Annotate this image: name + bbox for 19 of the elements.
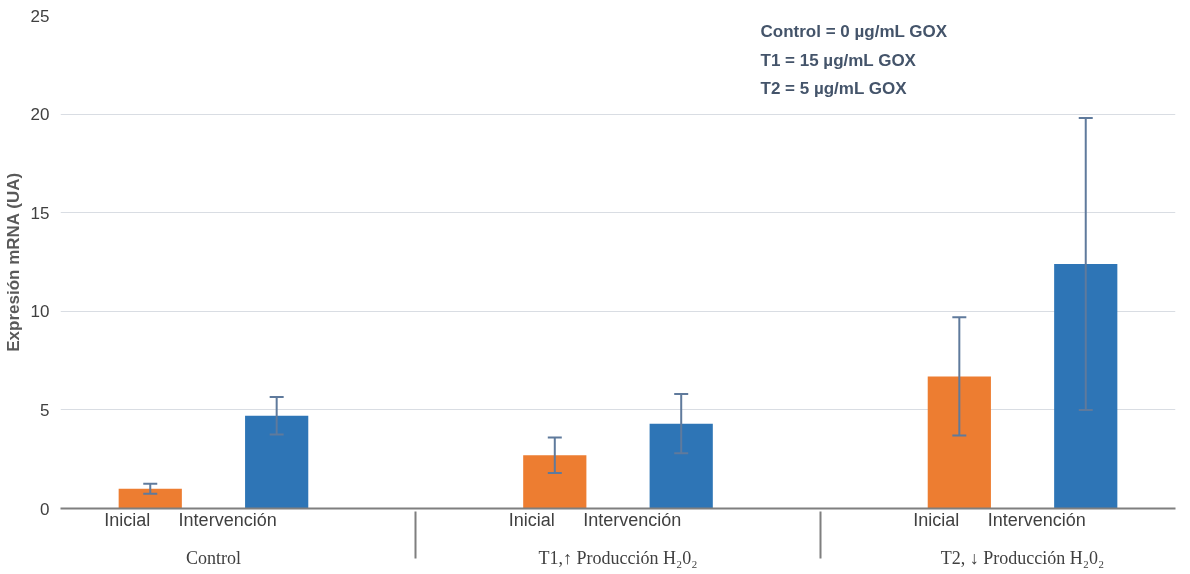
x-tick-label: Control xyxy=(185,547,241,568)
y-tick-label: 20 xyxy=(30,105,50,125)
y-tick-label: 5 xyxy=(40,400,50,420)
x-tick-label: T2, ↓ Producción H₂0₂ xyxy=(940,547,1105,568)
series-label: Inicial xyxy=(104,509,151,530)
series-label: Intervención xyxy=(178,509,277,530)
y-tick-label: 0 xyxy=(40,499,50,519)
text: Inicial xyxy=(508,509,555,530)
annotation: T1 = 15 µg/mL GOX xyxy=(760,50,917,70)
y-tick-label: 25 xyxy=(30,6,50,26)
text: Intervención xyxy=(583,509,682,530)
y-tick-label: 15 xyxy=(30,203,50,223)
annotation: T2 = 5 µg/mL GOX xyxy=(760,79,908,99)
y-tick-label: 10 xyxy=(30,302,50,322)
text: Intervención xyxy=(987,509,1086,530)
y-axis-title: Expresión mRNA (UA) xyxy=(3,172,23,352)
annotation: Control = 0 µg/mL GOX xyxy=(760,22,948,42)
x-tick-label: T1,↑ Producción H₂0₂ xyxy=(538,547,698,568)
text: Inicial xyxy=(913,509,960,530)
